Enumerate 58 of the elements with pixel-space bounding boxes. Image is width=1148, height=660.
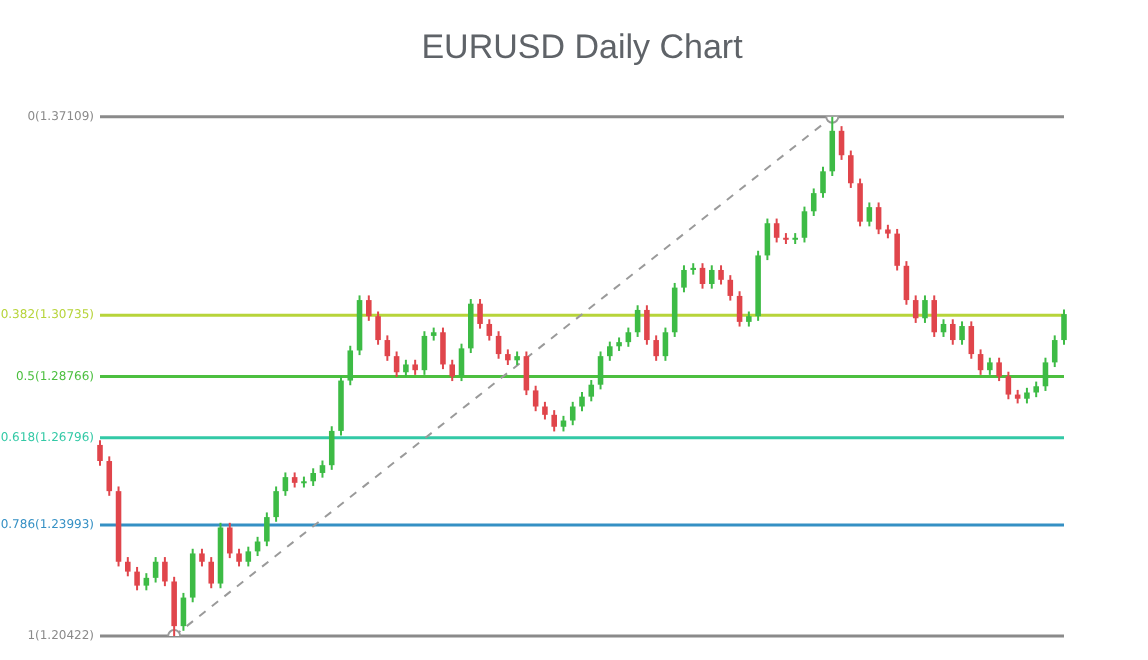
candlestick [597, 350, 604, 391]
candlestick [467, 298, 474, 355]
candlestick [894, 227, 900, 272]
candlestick [208, 556, 215, 590]
candlestick [922, 294, 928, 324]
candlestick [189, 547, 196, 604]
candlestick [820, 165, 826, 199]
candlestick [347, 344, 354, 387]
candlestick [625, 326, 632, 348]
candlestick [1005, 370, 1012, 401]
candlestick [968, 320, 975, 360]
candlestick [588, 379, 595, 403]
candlestick [857, 177, 863, 228]
candlestick [959, 320, 965, 346]
candlestick [162, 556, 168, 588]
candlestick [681, 264, 687, 294]
candlestick [810, 187, 817, 217]
candlestick [458, 342, 465, 383]
candlestick [449, 358, 456, 383]
candlestick [866, 201, 873, 228]
chart-title: EURUSD Daily Chart [421, 27, 744, 66]
candlestick [134, 565, 140, 592]
candlestick [1061, 308, 1067, 346]
candlestick [718, 264, 724, 286]
candlestick [801, 205, 808, 244]
candlestick [125, 556, 131, 578]
candlestick [1051, 334, 1058, 369]
candlestick [949, 318, 956, 346]
candlestick [569, 400, 576, 427]
candlestick [486, 318, 493, 342]
candlestick [171, 575, 177, 637]
candlestick [996, 356, 1002, 383]
candlestick [829, 115, 836, 177]
candlestick [607, 340, 613, 362]
candlestick [662, 326, 669, 362]
candlestick [264, 511, 270, 548]
candlestick [440, 326, 446, 371]
candlestick [106, 455, 113, 497]
candlestick [773, 217, 780, 244]
candlestick [532, 384, 539, 413]
candlestick [282, 471, 289, 497]
candlestick [366, 294, 372, 322]
candlestick [708, 264, 715, 290]
candlestick [97, 439, 103, 467]
candlestick [328, 425, 335, 471]
candlestick [477, 298, 483, 330]
candlestick [551, 409, 557, 433]
candlestick [848, 149, 854, 189]
candlestick [226, 521, 233, 560]
candlestick [653, 334, 659, 362]
candlestick [245, 545, 252, 568]
candlestick [644, 304, 650, 346]
candlestick [375, 310, 381, 346]
candlestick [273, 485, 279, 523]
candlestick [931, 294, 938, 338]
candlestick [579, 390, 585, 413]
candlestick [1042, 356, 1049, 392]
candlestick [736, 290, 743, 328]
